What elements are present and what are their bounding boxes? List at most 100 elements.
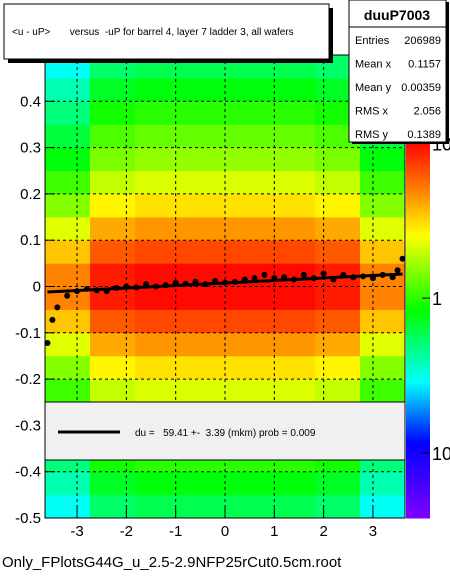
- color-bar-segment: [406, 146, 430, 150]
- heatmap-cell: [225, 193, 271, 218]
- heatmap-cell: [225, 147, 271, 172]
- heatmap-cell: [315, 494, 361, 519]
- y-tick-label: 0.1: [20, 232, 41, 249]
- color-bar-segment: [406, 322, 430, 327]
- x-tick-label: 2: [319, 523, 327, 540]
- heatmap-cell: [180, 101, 226, 125]
- heatmap-cell: [180, 379, 226, 403]
- heatmap-cell: [315, 332, 361, 357]
- y-tick-label: 0: [33, 279, 41, 296]
- heatmap-cell: [90, 217, 136, 241]
- heatmap-cell: [270, 147, 316, 172]
- color-bar-segment: [406, 165, 430, 169]
- color-bar-segment: [406, 388, 430, 393]
- color-bar-segment: [406, 436, 430, 440]
- color-bar-segment: [406, 369, 430, 374]
- heatmap-cell: [180, 147, 226, 172]
- heatmap-cell: [45, 263, 91, 287]
- legend-label: du = 59.41 +- 3.39 (mkm) prob = 0.009: [135, 428, 316, 439]
- heatmap-cell: [270, 193, 316, 218]
- color-bar-segment: [406, 310, 430, 314]
- profile-point: [123, 283, 130, 290]
- heatmap-cell: [135, 124, 181, 148]
- heatmap-cell: [90, 286, 136, 310]
- x-tick-label: 3: [369, 523, 377, 540]
- profile-point: [369, 275, 376, 282]
- color-bar-segment: [406, 461, 430, 465]
- color-bar-segment: [406, 379, 430, 384]
- heatmap-cell: [270, 355, 316, 380]
- heatmap-cell: [270, 101, 316, 125]
- profile-point: [103, 288, 110, 295]
- heatmap-cell: [90, 147, 136, 172]
- color-bar-segment: [406, 291, 430, 295]
- stats-value: 0.1157: [408, 59, 441, 71]
- heatmap-cell: [225, 101, 271, 125]
- profile-point: [251, 275, 258, 282]
- heatmap-cell: [135, 309, 181, 334]
- color-bar-segment: [406, 417, 430, 421]
- heatmap-cell: [180, 332, 226, 357]
- heatmap-cell: [180, 355, 226, 380]
- heatmap-cell: [45, 471, 91, 496]
- color-bar-segment: [406, 385, 430, 390]
- color-bar-segment: [406, 404, 430, 409]
- heatmap-cell: [360, 170, 406, 195]
- heatmap-cell: [270, 379, 316, 403]
- heatmap-cell: [135, 217, 181, 241]
- color-bar-segment: [406, 451, 430, 456]
- color-bar-segment: [406, 357, 430, 361]
- heatmap-cell: [225, 355, 271, 380]
- profile-point: [389, 274, 396, 281]
- color-bar-segment: [406, 505, 430, 510]
- profile-point: [143, 281, 150, 288]
- heatmap-cell: [225, 240, 271, 264]
- color-bar-segment: [406, 212, 430, 217]
- color-bar-segment: [406, 423, 430, 428]
- heatmap-cell: [360, 494, 406, 519]
- color-bar-segment: [406, 439, 430, 443]
- color-bar-segment: [406, 511, 430, 516]
- z-tick-label: 1: [432, 289, 442, 309]
- profile-point: [54, 304, 61, 311]
- heatmap-cell: [135, 332, 181, 357]
- stats-value: 206989: [404, 35, 441, 47]
- color-bar-segment: [406, 294, 430, 298]
- profile-point: [152, 283, 159, 290]
- stats-label: RMS y: [355, 129, 389, 141]
- color-bar-segment: [406, 480, 430, 484]
- color-bar-segment: [406, 448, 430, 453]
- color-bar-segment: [406, 325, 430, 330]
- profile-point: [83, 285, 90, 292]
- color-bar-segment: [406, 297, 430, 302]
- heatmap-cell: [270, 170, 316, 195]
- heatmap-cell: [90, 355, 136, 380]
- heatmap-cell: [45, 309, 91, 334]
- heatmap-cell: [270, 263, 316, 287]
- color-bar-segment: [406, 158, 430, 163]
- heatmap-cell: [315, 193, 361, 218]
- profile-point: [172, 279, 179, 286]
- heatmap-cell: [135, 471, 181, 496]
- heatmap-cell: [360, 355, 406, 380]
- stats-value: 0.00359: [401, 82, 441, 94]
- heatmap-cell: [360, 471, 406, 496]
- heatmap-cell: [360, 332, 406, 357]
- heatmap-cell: [45, 124, 91, 148]
- profile-point: [113, 284, 120, 291]
- color-bar-segment: [406, 288, 430, 292]
- color-bar-segment: [406, 206, 430, 210]
- color-bar-segment: [406, 473, 430, 478]
- color-bar-segment: [406, 347, 430, 352]
- profile-point: [394, 267, 401, 274]
- heatmap-cell: [315, 147, 361, 172]
- heatmap-cell: [270, 286, 316, 310]
- color-bar-segment: [406, 256, 430, 261]
- heatmap-cell: [45, 78, 91, 102]
- heatmap-cell: [225, 494, 271, 519]
- heatmap-cell: [90, 124, 136, 148]
- heatmap-cell: [270, 124, 316, 148]
- color-bar-segment: [406, 190, 430, 195]
